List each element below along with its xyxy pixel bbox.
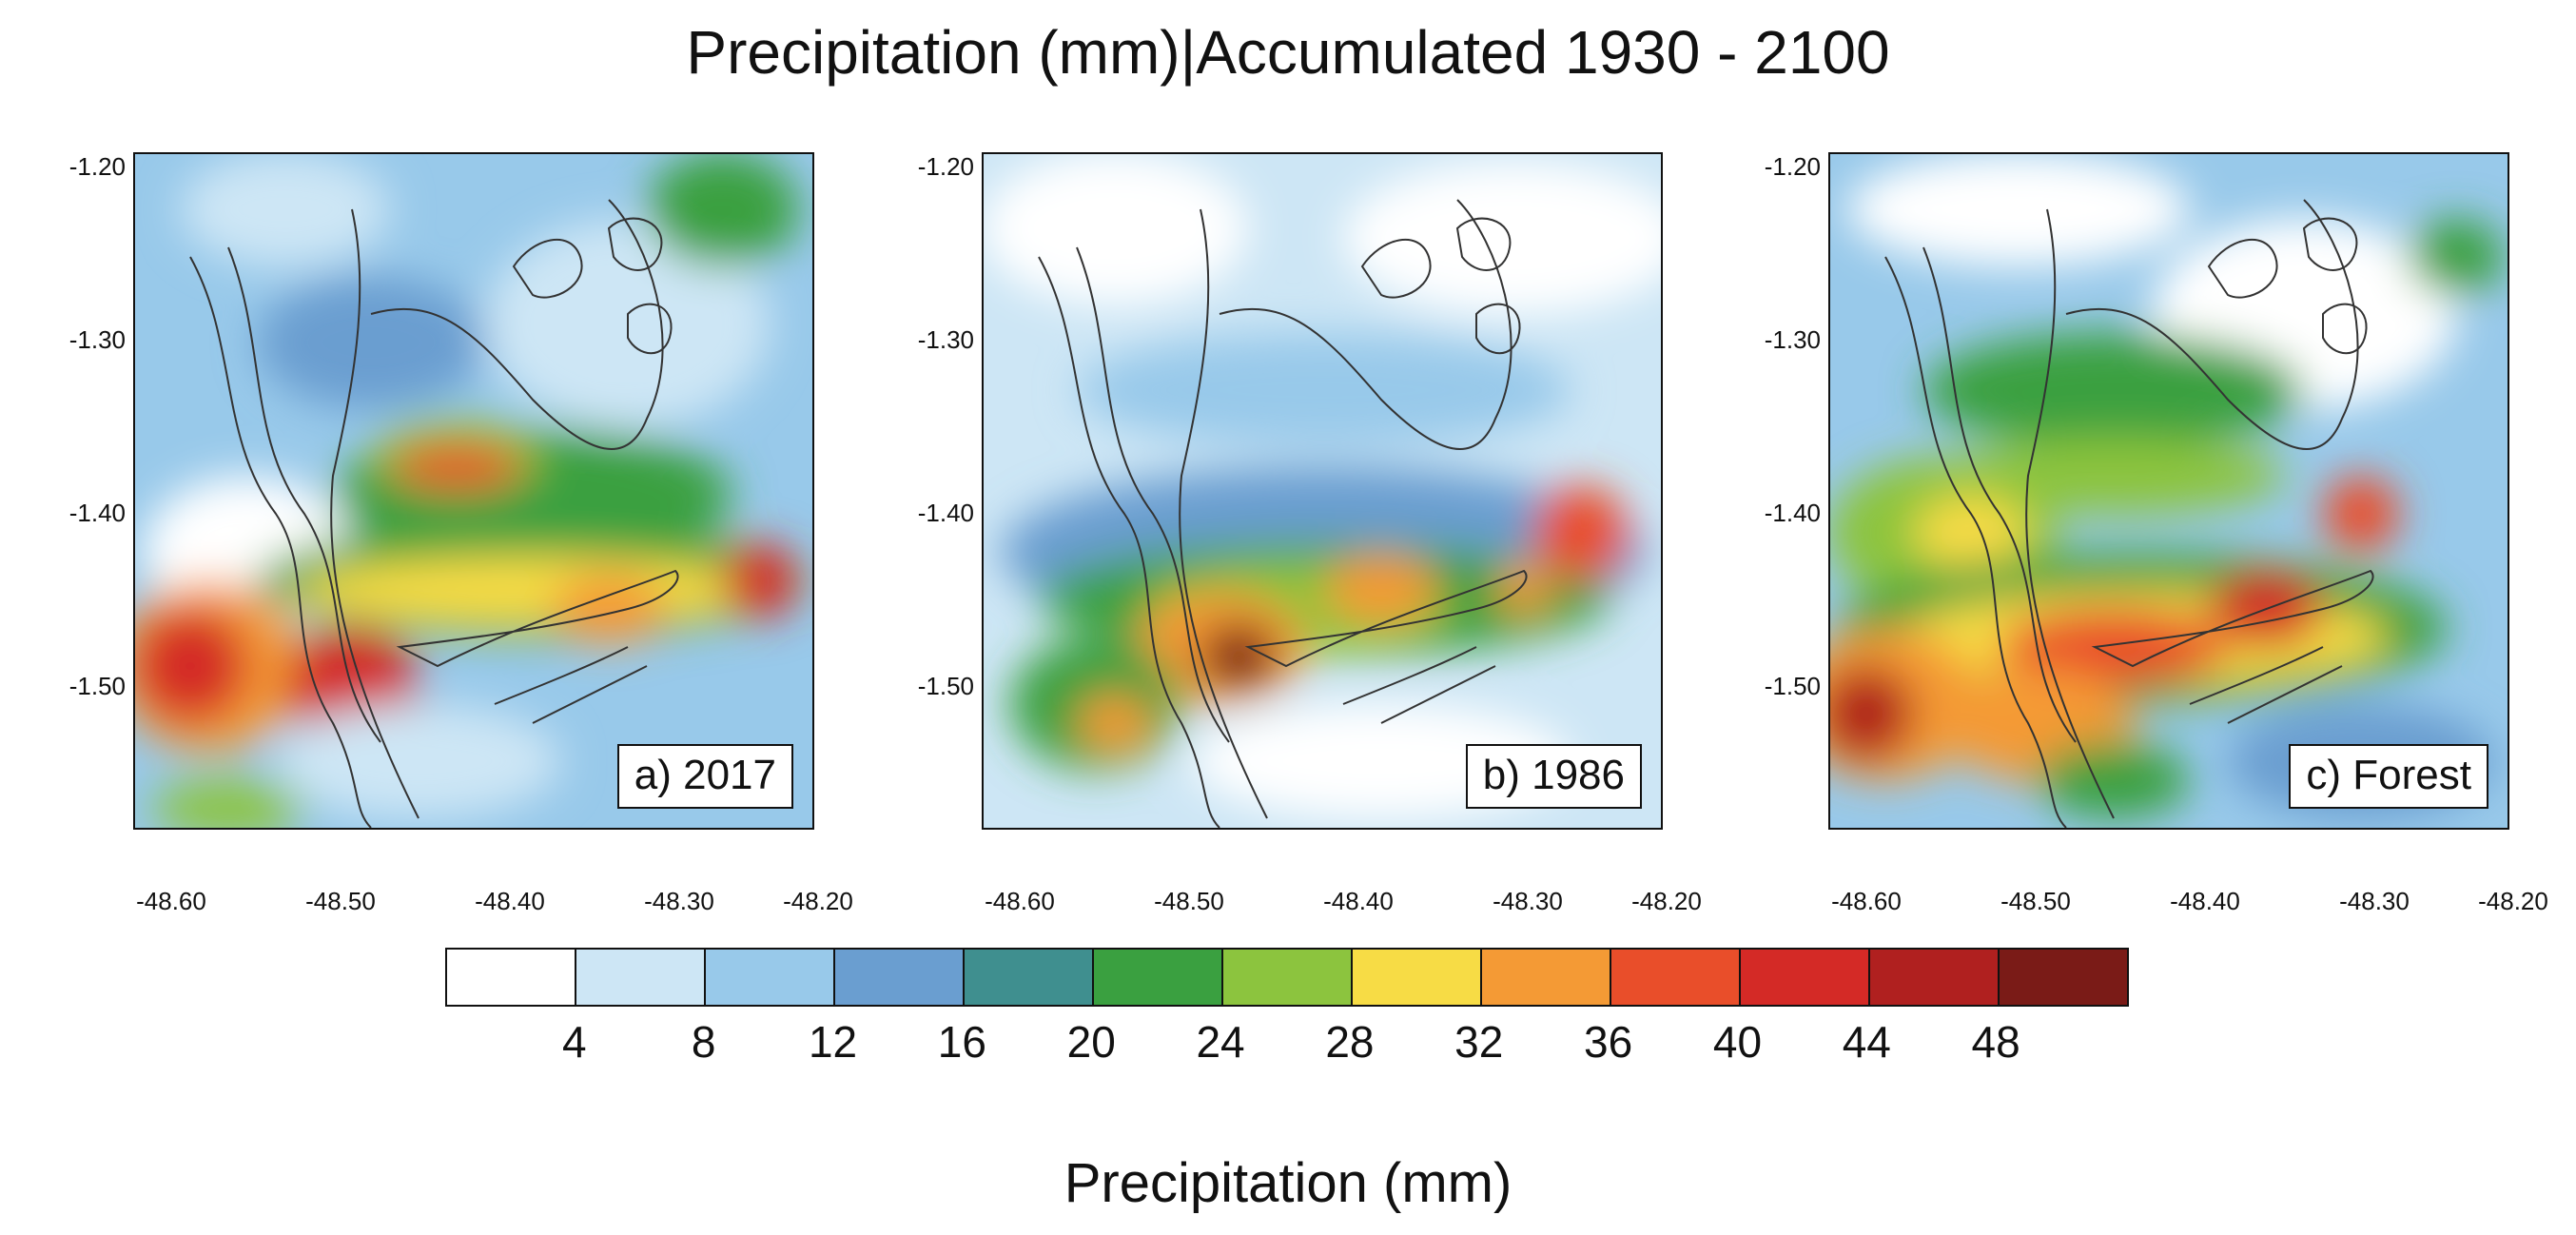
colorbar-swatch xyxy=(706,950,835,1005)
colorbar-swatch xyxy=(1870,950,2000,1005)
colorbar-tick-label: 40 xyxy=(1712,1017,1763,1067)
colorbar-tick-label: 8 xyxy=(691,1017,716,1067)
y-tick-label: -1.20 xyxy=(1764,152,1821,181)
y-tick-label: -1.40 xyxy=(917,499,974,527)
colorbar-tick-label: 4 xyxy=(562,1017,587,1067)
plot-frame xyxy=(133,152,814,830)
x-tick-label: -48.30 xyxy=(2339,887,2410,915)
y-tick-label: -1.40 xyxy=(68,499,126,527)
y-tick-label: -1.20 xyxy=(917,152,974,181)
panel-label: b) 1986 xyxy=(1465,744,1642,809)
y-tick-label: -1.50 xyxy=(917,672,974,700)
colorbar-tick-label: 32 xyxy=(1454,1017,1504,1067)
map-panel-forest: c) Forest xyxy=(1828,152,2509,830)
x-tick-label: -48.30 xyxy=(644,887,714,915)
colorbar-swatch xyxy=(965,950,1094,1005)
x-tick-label: -48.40 xyxy=(475,887,545,915)
colorbar-swatch xyxy=(447,950,576,1005)
colorbar xyxy=(445,948,2129,1007)
y-tick-label: -1.50 xyxy=(1764,672,1821,700)
y-tick-label: -1.40 xyxy=(1764,499,1821,527)
map-panel-2017: a) 2017 xyxy=(133,152,814,830)
y-tick-label: -1.50 xyxy=(68,672,126,700)
colorbar-tick-label: 36 xyxy=(1584,1017,1633,1067)
y-tick-label: -1.30 xyxy=(68,325,126,354)
precipitation-map-2017 xyxy=(133,152,814,830)
colorbar-swatch xyxy=(1353,950,1482,1005)
colorbar-title: Precipitation (mm) xyxy=(1064,1152,1512,1214)
y-tick-label: -1.30 xyxy=(917,325,974,354)
colorbar-tick-label: 20 xyxy=(1066,1017,1116,1067)
y-tick-label: -1.30 xyxy=(1764,325,1821,354)
x-tick-label: -48.60 xyxy=(1831,887,1902,915)
colorbar-tick-label: 24 xyxy=(1196,1017,1245,1067)
colorbar-swatch xyxy=(2000,950,2127,1005)
x-tick-label: -48.40 xyxy=(1323,887,1394,915)
x-tick-label: -48.20 xyxy=(2478,887,2548,915)
plot-frame xyxy=(1828,152,2509,830)
figure-title: Precipitation (mm)|Accumulated 1930 - 21… xyxy=(686,18,1890,87)
colorbar-swatch xyxy=(576,950,706,1005)
x-tick-label: -48.50 xyxy=(305,887,376,915)
panel-label: a) 2017 xyxy=(616,744,793,809)
colorbar-tick-label: 48 xyxy=(1971,1017,2020,1067)
y-tick-label: -1.20 xyxy=(68,152,126,181)
x-tick-label: -48.50 xyxy=(2000,887,2071,915)
colorbar-swatch xyxy=(1094,950,1223,1005)
colorbar-swatch xyxy=(1482,950,1611,1005)
colorbar-swatch xyxy=(1611,950,1741,1005)
x-tick-label: -48.60 xyxy=(985,887,1055,915)
x-tick-label: -48.40 xyxy=(2170,887,2240,915)
x-tick-label: -48.20 xyxy=(1631,887,1702,915)
panel-label: c) Forest xyxy=(2289,744,2488,809)
colorbar-swatch xyxy=(1741,950,1870,1005)
map-panel-1986: b) 1986 xyxy=(982,152,1663,830)
x-tick-label: -48.60 xyxy=(136,887,206,915)
colorbar-swatch xyxy=(835,950,965,1005)
x-tick-label: -48.20 xyxy=(783,887,853,915)
plot-frame xyxy=(982,152,1663,830)
colorbar-tick-label: 16 xyxy=(937,1017,986,1067)
colorbar-tick-label: 28 xyxy=(1325,1017,1375,1067)
precipitation-map-1986 xyxy=(982,152,1663,830)
x-tick-label: -48.50 xyxy=(1154,887,1224,915)
precipitation-map-forest xyxy=(1828,152,2509,830)
colorbar-swatch xyxy=(1223,950,1353,1005)
x-tick-label: -48.30 xyxy=(1493,887,1563,915)
colorbar-tick-label: 12 xyxy=(808,1017,858,1067)
colorbar-tick-label: 44 xyxy=(1842,1017,1891,1067)
